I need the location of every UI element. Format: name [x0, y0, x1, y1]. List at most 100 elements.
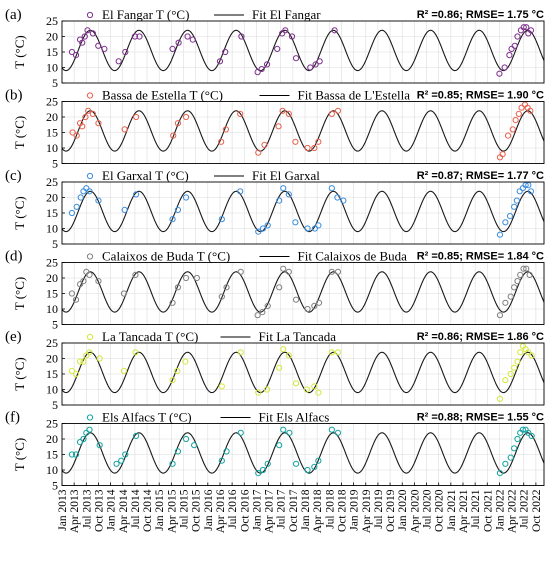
- stats-label: R² =0.85; RMSE= 1.90 °C: [417, 90, 544, 102]
- stats-label: R² =0.87; RMSE= 1.77 °C: [417, 170, 544, 182]
- stats-label: R² =0.86; RMSE= 1.86 °C: [417, 331, 544, 343]
- data-point: [334, 268, 342, 275]
- data-point: [311, 463, 318, 470]
- data-point: [523, 265, 530, 272]
- data-point: [334, 194, 341, 201]
- data-point: [237, 349, 244, 356]
- x-tick-label: Jul 2017: [276, 489, 288, 529]
- y-tick-label: 20: [46, 110, 58, 124]
- data-point: [507, 370, 514, 378]
- data-point: [304, 144, 311, 152]
- data-point: [525, 182, 532, 189]
- data-point: [218, 457, 225, 464]
- x-tick-label: Jul 2022: [519, 489, 531, 529]
- data-point: [120, 367, 128, 374]
- data-point: [169, 460, 176, 467]
- data-point: [312, 61, 319, 68]
- x-tick-label: Jan 2013: [57, 489, 69, 530]
- panel-label: (f): [5, 410, 20, 426]
- data-point: [328, 349, 335, 356]
- panel-label: (e): [5, 329, 22, 345]
- data-point: [218, 138, 225, 145]
- data-point: [169, 216, 176, 223]
- y-tick-label: 25: [46, 95, 58, 109]
- data-point: [222, 126, 229, 133]
- data-point: [264, 460, 271, 467]
- data-point: [263, 386, 271, 393]
- legend-series-label: Calaixos de Buda T (°C): [102, 249, 230, 264]
- x-tick-label: Oct 2021: [482, 489, 494, 532]
- data-point: [216, 58, 224, 65]
- legend-series-label: El Fangar T (°C): [102, 7, 189, 22]
- data-point: [76, 281, 84, 288]
- x-tick-label: Jan 2019: [349, 489, 361, 530]
- legend-fit-label: Fit El Garxal: [252, 168, 320, 183]
- panel-label: (a): [5, 7, 22, 23]
- legend-fit-label: Fit El Fangar: [252, 7, 321, 22]
- data-point: [95, 120, 102, 127]
- data-point: [223, 448, 230, 455]
- data-point: [311, 302, 318, 309]
- y-axis-label: T (°C): [12, 196, 27, 229]
- data-point: [169, 377, 176, 384]
- data-point: [174, 284, 182, 291]
- data-point: [133, 113, 140, 121]
- data-point: [68, 451, 76, 458]
- x-tick-label: Apr 2016: [215, 489, 227, 533]
- data-point: [174, 120, 182, 127]
- x-tick-label: Apr 2017: [264, 489, 276, 533]
- y-tick-label: 5: [52, 479, 58, 493]
- panel-label: (b): [5, 88, 23, 104]
- y-tick-label: 20: [46, 30, 58, 44]
- data-point: [506, 52, 513, 59]
- data-point: [511, 445, 518, 452]
- data-point: [506, 213, 514, 220]
- x-tick-label: Apr 2022: [507, 489, 519, 533]
- data-point: [174, 206, 182, 213]
- data-point: [69, 129, 76, 136]
- data-point: [512, 117, 519, 124]
- data-point: [184, 33, 191, 40]
- data-point: [523, 24, 530, 31]
- data-point: [516, 188, 523, 195]
- data-point: [68, 367, 76, 374]
- data-point: [304, 466, 311, 474]
- data-point: [511, 203, 518, 210]
- data-point: [261, 141, 268, 148]
- data-point: [514, 358, 521, 365]
- x-tick-label: Jan 2018: [300, 489, 312, 530]
- data-point: [193, 274, 200, 282]
- data-point: [286, 429, 293, 436]
- panel-label: (d): [5, 249, 23, 265]
- data-point: [83, 429, 90, 436]
- legend-fit-label: Fit Els Alfacs: [259, 410, 330, 425]
- y-tick-label: 10: [46, 61, 58, 75]
- data-point: [95, 278, 102, 285]
- x-tick-label: Jul 2019: [373, 489, 385, 529]
- data-point: [527, 188, 535, 195]
- data-point: [121, 206, 128, 213]
- y-tick-label: 15: [46, 126, 58, 140]
- y-tick-label: 10: [46, 463, 58, 477]
- data-point: [80, 435, 87, 443]
- fit-line: [61, 271, 545, 313]
- data-point: [334, 349, 342, 356]
- data-point: [83, 185, 90, 192]
- axes-box: [61, 423, 545, 486]
- data-point: [517, 271, 524, 278]
- data-point: [169, 45, 176, 53]
- y-tick-label: 20: [46, 432, 58, 446]
- data-point: [507, 293, 514, 300]
- data-point: [280, 346, 287, 353]
- x-tick-label: Apr 2015: [166, 489, 178, 533]
- data-point: [292, 219, 299, 226]
- legend-series-label: La Tancada T (°C): [102, 329, 198, 344]
- data-point: [175, 39, 182, 46]
- data-point: [517, 349, 524, 356]
- fit-line: [61, 351, 545, 394]
- data-point: [182, 274, 190, 282]
- data-point: [515, 110, 522, 118]
- data-point: [72, 52, 80, 59]
